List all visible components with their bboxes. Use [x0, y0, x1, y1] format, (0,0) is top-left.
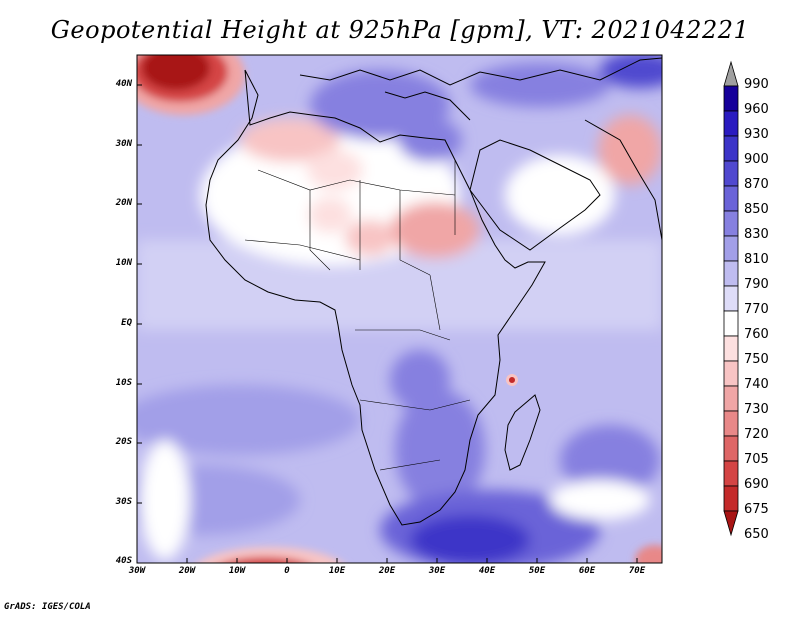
lon-label-10w: 10W	[228, 566, 246, 576]
lon-label-30e: 30E	[428, 566, 446, 576]
colorbar-swatch	[723, 135, 739, 162]
colorbar-level-label: 930	[744, 127, 769, 142]
lat-label-eq: EQ	[121, 318, 132, 328]
colorbar-level-label: 770	[744, 302, 769, 317]
lon-label-50e: 50E	[528, 566, 546, 576]
colorbar-level-label: 870	[744, 177, 769, 192]
colorbar-level-label: 675	[744, 502, 769, 517]
lat-label-10s: 10S	[115, 378, 132, 388]
colorbar-swatch	[723, 360, 739, 387]
lon-label-30w: 30W	[128, 566, 146, 576]
colorbar-level-label: 960	[744, 102, 769, 117]
coastlines	[205, 57, 662, 526]
colorbar-swatch	[723, 285, 739, 312]
colorbar-swatch	[723, 410, 739, 437]
lon-label-20e: 20E	[378, 566, 396, 576]
lat-label-20s: 20S	[115, 437, 132, 447]
lat-label-30n: 30N	[115, 139, 132, 149]
country-borders	[244, 160, 471, 471]
footer-credit: GrADS: IGES/COLA	[4, 602, 91, 612]
axis-ticks	[137, 84, 638, 563]
lat-label-40n: 40N	[115, 79, 132, 89]
lon-label-70e: 70E	[628, 566, 646, 576]
lat-label-40s: 40S	[115, 556, 132, 566]
lat-label-10n: 10N	[115, 258, 132, 268]
lon-label-40e: 40E	[478, 566, 496, 576]
colorbar-swatch	[723, 385, 739, 412]
colorbar-level-label: 790	[744, 277, 769, 292]
colorbar-swatch	[723, 235, 739, 262]
colorbar-arrow-top	[723, 60, 739, 87]
colorbar-level-label: 750	[744, 352, 769, 367]
lat-label-20n: 20N	[115, 198, 132, 208]
colorbar-swatch	[723, 310, 739, 337]
plot-frame	[136, 54, 663, 564]
colorbar-swatch	[723, 160, 739, 187]
colorbar-swatch	[723, 260, 739, 287]
colorbar-swatch	[723, 185, 739, 212]
colorbar-swatch	[723, 335, 739, 362]
colorbar-level-label: 740	[744, 377, 769, 392]
map-title: Geopotential Height at 925hPa [gpm], VT:…	[50, 16, 750, 44]
colorbar-level-label: 720	[744, 427, 769, 442]
colorbar-swatch	[723, 485, 739, 512]
lon-label-0: 0	[284, 566, 290, 576]
colorbar-level-label: 900	[744, 152, 769, 167]
colorbar-swatch	[723, 460, 739, 487]
colorbar-arrow-bottom	[723, 510, 739, 537]
colorbar-level-label: 760	[744, 327, 769, 342]
colorbar-level-label: 990	[744, 77, 769, 92]
colorbar-level-label: 650	[744, 527, 769, 542]
lon-label-20w: 20W	[178, 566, 196, 576]
colorbar-swatch	[723, 435, 739, 462]
height-field	[137, 55, 662, 563]
colorbar-level-label: 850	[744, 202, 769, 217]
colorbar	[723, 60, 739, 537]
lat-label-30s: 30S	[115, 497, 132, 507]
colorbar-level-label: 705	[744, 452, 769, 467]
colorbar-level-label: 830	[744, 227, 769, 242]
colorbar-level-label: 810	[744, 252, 769, 267]
lon-label-10e: 10E	[328, 566, 346, 576]
colorbar-swatch	[723, 110, 739, 137]
lon-label-60e: 60E	[578, 566, 596, 576]
colorbar-swatch	[723, 85, 739, 112]
colorbar-level-label: 690	[744, 477, 769, 492]
colorbar-level-label: 730	[744, 402, 769, 417]
colorbar-swatch	[723, 210, 739, 237]
